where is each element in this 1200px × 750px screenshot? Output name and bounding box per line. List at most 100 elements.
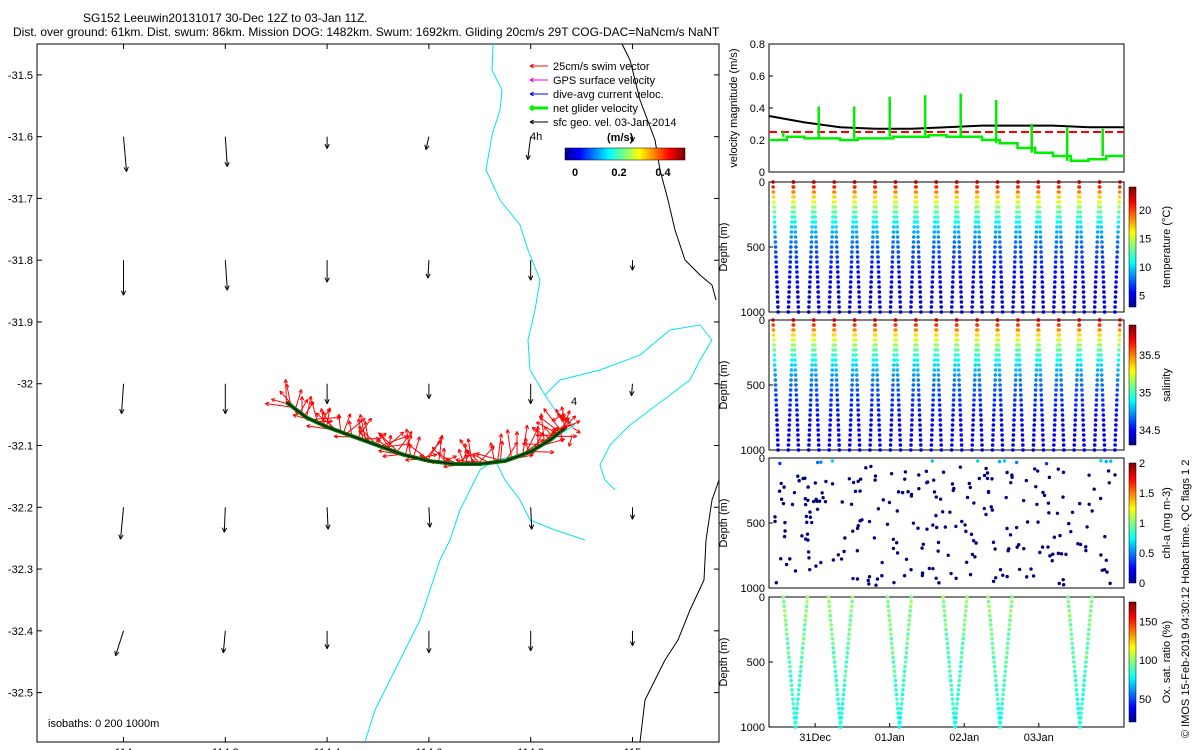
swim-vector-arrow <box>322 411 333 430</box>
profile-point <box>1095 235 1100 239</box>
profile-point <box>971 403 976 407</box>
profile-point <box>939 433 943 437</box>
profile-point <box>1031 300 1036 304</box>
speed-colorbar-title: (m/s) <box>607 132 634 144</box>
profile-point <box>849 609 854 613</box>
swim-vector-arrow <box>562 424 570 429</box>
profile-point <box>958 408 963 412</box>
profile-point <box>1056 180 1061 184</box>
profile-point <box>1073 413 1078 417</box>
profile-point <box>1075 235 1079 239</box>
profile-point <box>893 323 898 327</box>
profile-point <box>1094 413 1098 417</box>
profile-point <box>876 250 880 254</box>
profile-point <box>957 383 962 387</box>
profile-point <box>867 582 871 586</box>
profile-point <box>1073 678 1078 683</box>
map-ytick-label: -31.5 <box>8 70 33 82</box>
profile-point <box>890 403 894 407</box>
profile-point <box>783 613 787 618</box>
profile-point <box>893 683 898 688</box>
profile-point <box>1012 265 1017 269</box>
legend-label: GPS surface velocity <box>553 75 656 87</box>
profile-point <box>774 260 778 264</box>
profile-point <box>933 215 937 219</box>
profile-point <box>794 260 799 264</box>
profile-point <box>957 674 962 678</box>
profile-point <box>991 300 995 304</box>
profile-point <box>871 358 876 362</box>
profile-point <box>914 180 918 184</box>
profile-point <box>789 378 793 382</box>
profile-point <box>1072 443 1077 447</box>
title-line-2: Dist. over ground: 61km. Dist. swum: 86k… <box>13 25 720 39</box>
profile-point <box>1094 270 1098 274</box>
profile-point <box>788 664 792 669</box>
swim-vector-arrow <box>564 420 581 429</box>
profile-point <box>1060 413 1065 417</box>
profile-point <box>1081 692 1085 697</box>
profile-point <box>906 490 910 494</box>
profile-point <box>868 433 873 437</box>
profile-point <box>831 353 835 357</box>
map-xtick-label: 114.4 <box>314 747 341 750</box>
profile-point <box>973 220 978 224</box>
profile-point <box>894 692 899 697</box>
profile-point <box>957 378 961 382</box>
profile-point <box>830 220 835 224</box>
profile-point <box>815 265 819 269</box>
profile-point <box>960 310 964 314</box>
profile-point <box>851 576 855 581</box>
geo-vector-arrow <box>629 383 635 396</box>
profile-point <box>1084 655 1089 660</box>
profile-point <box>808 408 813 412</box>
profile-point <box>1072 660 1076 664</box>
profile-point <box>930 408 935 412</box>
profile-point <box>849 398 854 402</box>
profile-point <box>956 225 961 229</box>
profile-point <box>1011 300 1016 304</box>
profile-point <box>771 338 776 342</box>
profile-point <box>876 398 880 402</box>
profile-point <box>1004 495 1008 500</box>
profile-point <box>798 669 803 674</box>
profile-point <box>991 418 996 422</box>
profile-ytick-label: 0 <box>759 453 765 465</box>
profile-point <box>796 295 800 299</box>
profile-point <box>832 318 837 322</box>
profile-point <box>1079 383 1084 387</box>
profile-point <box>828 618 833 623</box>
profile-point <box>938 418 943 422</box>
profile-point <box>1017 363 1022 367</box>
profile-ytick-label: 1000 <box>741 307 765 319</box>
profile-point <box>849 613 853 618</box>
profile-point <box>868 448 872 452</box>
profile-point <box>1039 250 1043 254</box>
profile-point <box>815 460 820 465</box>
profile-point <box>959 660 963 664</box>
profile-point <box>1074 245 1079 249</box>
profile-point <box>892 353 896 357</box>
profile-point <box>1095 245 1099 249</box>
swim-vector-arrow <box>378 432 400 454</box>
profile-point <box>932 368 937 372</box>
profile-point <box>793 368 798 372</box>
profile-point <box>936 368 941 372</box>
profile-point <box>1032 413 1037 417</box>
profile-point <box>1034 373 1038 377</box>
profile-point <box>915 210 919 214</box>
profile-point <box>1034 220 1039 224</box>
profile-point <box>1097 318 1102 322</box>
profile-point <box>1055 353 1060 357</box>
profile-point <box>1058 210 1062 214</box>
profile-point <box>1067 609 1072 613</box>
profile-point <box>947 660 951 664</box>
profile-point <box>1061 423 1065 427</box>
profile-point <box>798 674 802 678</box>
profile-point <box>944 627 948 632</box>
profile-point <box>894 688 898 692</box>
profile-point <box>930 275 935 279</box>
profile-point <box>979 290 984 294</box>
profile-point <box>1058 533 1062 538</box>
